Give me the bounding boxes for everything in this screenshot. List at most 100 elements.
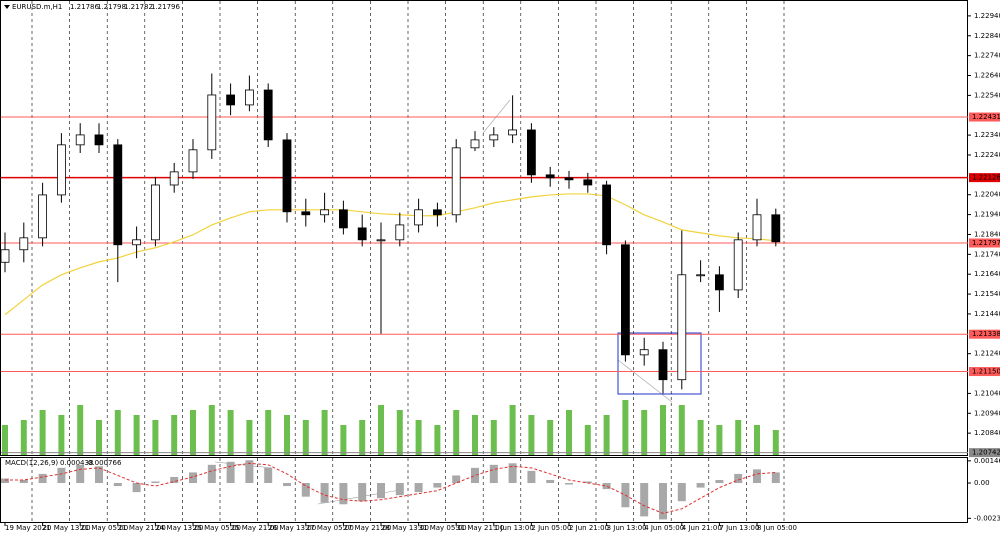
y-tick-label: 1.22040 xyxy=(974,191,1000,199)
volume-bar xyxy=(697,420,704,455)
macd-bar xyxy=(452,475,461,484)
x-tick-label: 27 May 21:00 xyxy=(343,524,391,532)
menu-arrow-icon[interactable] xyxy=(4,5,10,9)
candle-body xyxy=(226,94,236,106)
macd-bar xyxy=(76,464,85,484)
x-tick-label: 3 Jun 13:00 xyxy=(607,524,647,532)
signal-line xyxy=(5,462,776,514)
volume-bar xyxy=(190,410,196,455)
volume-bar xyxy=(490,420,497,455)
symbol-label: EURUSD.m,H1 xyxy=(12,3,62,11)
level-label: 1.21150 xyxy=(972,368,1000,376)
y-tick-label: 1.21840 xyxy=(974,230,1000,238)
macd-bar xyxy=(1,478,9,484)
candle-body xyxy=(188,149,198,173)
volume-bar xyxy=(133,415,140,455)
volume-bar xyxy=(39,410,46,455)
volume-bar xyxy=(77,405,84,455)
macd-bar xyxy=(189,472,197,484)
y-tick-label: 1.20940 xyxy=(974,409,1000,417)
volume-bar xyxy=(434,425,441,455)
macd-bar xyxy=(433,483,442,488)
candle-body xyxy=(696,274,705,277)
x-tick-label: 4 Jun 05:00 xyxy=(644,524,684,532)
macd-bar xyxy=(132,483,141,493)
candle-body xyxy=(451,147,461,216)
x-tick-label: 21 May 05:00 xyxy=(80,524,128,532)
quote-value: 1.21798 xyxy=(97,3,126,11)
volume-bar xyxy=(472,415,478,455)
y-tick-label: 1.21940 xyxy=(974,211,1000,219)
volume-bar xyxy=(20,420,27,455)
x-tick-label: 24 May 13:00 xyxy=(155,524,203,532)
x-tick-label: 8 Jun 05:00 xyxy=(757,524,797,532)
candle-body xyxy=(564,177,574,181)
candle-body xyxy=(432,209,442,216)
candle-body xyxy=(715,274,724,291)
x-tick-label: 25 May 05:00 xyxy=(193,524,241,532)
macd-bar xyxy=(226,461,235,484)
macd-bar xyxy=(301,483,310,497)
quote-value: 1.21796 xyxy=(151,3,180,11)
x-tick-label: 2 Jun 21:00 xyxy=(569,524,609,532)
candle-body xyxy=(263,89,273,141)
candle-body xyxy=(75,134,85,146)
x-tick-label: 20 May 13:00 xyxy=(43,524,91,532)
x-tick-label: 19 May 2021 xyxy=(5,524,51,532)
candle-body xyxy=(752,214,762,241)
macd-title: MACD(12,26,9) xyxy=(5,459,58,467)
trend-line xyxy=(482,99,511,134)
y-tick-label: 1.22740 xyxy=(974,52,1000,60)
macd-bar xyxy=(170,476,179,484)
candle-body xyxy=(376,239,386,242)
macd-bar xyxy=(696,483,705,488)
y-tick-label: 0.00 xyxy=(974,479,990,487)
level-label: 1.22126 xyxy=(972,174,1000,182)
candle-body xyxy=(320,209,330,216)
volume-bar xyxy=(528,415,535,455)
y-tick-label: 1.21540 xyxy=(974,290,1000,298)
y-tick-label: 0.001462 xyxy=(974,457,1000,465)
trend-line xyxy=(214,461,273,469)
macd-bar xyxy=(57,467,66,484)
y-tick-label: 1.21240 xyxy=(974,350,1000,358)
candle-body xyxy=(677,274,687,381)
volume-bar xyxy=(359,420,366,455)
macd-bar xyxy=(414,483,423,493)
candle-body xyxy=(113,144,123,246)
y-tick-label: 1.22340 xyxy=(974,131,1000,139)
volume-bar xyxy=(754,425,760,455)
macd-bar xyxy=(734,473,743,484)
selection-rectangle xyxy=(617,332,702,395)
macd-reading: 0.000766 xyxy=(88,459,122,467)
volume-bar xyxy=(152,420,159,455)
volume-bar xyxy=(660,405,666,455)
candle-body xyxy=(207,94,217,151)
volume-bar xyxy=(566,410,572,455)
candle-body xyxy=(169,171,179,186)
x-tick-label: 2 Jun 05:00 xyxy=(531,524,571,532)
y-tick-label: 1.21440 xyxy=(974,310,1000,318)
candle-body xyxy=(527,129,536,176)
level-label: 1.21797 xyxy=(972,239,1000,247)
volume-bar xyxy=(396,410,403,455)
volume-bar xyxy=(246,420,253,455)
macd-bar xyxy=(546,479,555,484)
volume-bar xyxy=(415,420,422,455)
macd-bar xyxy=(245,460,254,484)
macd-bar xyxy=(565,483,573,485)
y-tick-label: 1.22540 xyxy=(974,91,1000,99)
x-tick-label: 7 Jun 13:00 xyxy=(719,524,759,532)
candle-body xyxy=(244,89,254,106)
candle-body xyxy=(301,211,311,216)
volume-bar xyxy=(2,425,8,455)
x-tick-label: 31 May 21:00 xyxy=(456,524,504,532)
volume-bar xyxy=(641,410,648,455)
level-label: 1.22431 xyxy=(972,113,1000,121)
macd-bar xyxy=(753,469,761,484)
macd-bar xyxy=(640,483,649,517)
main-panel xyxy=(0,0,968,456)
level-label: 1.20742 xyxy=(972,449,1000,457)
